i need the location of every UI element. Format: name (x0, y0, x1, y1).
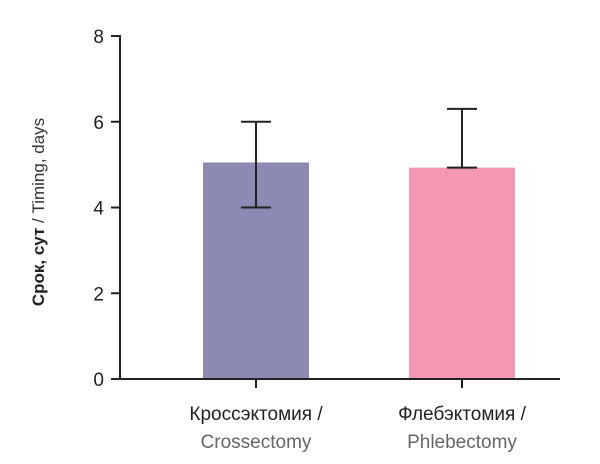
category-label-0-line1: Кроссэктомия / (189, 404, 323, 425)
category-label-1-line1: Флебэктомия / (398, 404, 526, 425)
category-label-0-line2: Crossectomy (201, 432, 312, 453)
y-axis-ticks: 0 2 4 6 8 (93, 27, 120, 391)
x-axis-ticks (255, 379, 463, 388)
y-tick-label: 4 (93, 199, 104, 220)
x-category-labels: Кроссэктомия / Crossectomy Флебэктомия /… (189, 404, 526, 453)
y-axis-label-en: / Timing, days (29, 118, 48, 228)
y-tick-label: 2 (93, 284, 104, 305)
plot-area (203, 107, 515, 378)
category-label-1-line2: Phlebectomy (407, 432, 517, 453)
y-tick-label: 0 (93, 370, 104, 391)
bar-1 (409, 167, 515, 378)
y-tick-label: 6 (93, 113, 104, 134)
y-axis-label-ru: Срок, сут (29, 228, 48, 306)
y-axis-label: Срок, сут / Timing, days (29, 118, 48, 306)
y-tick-label: 8 (93, 27, 104, 48)
